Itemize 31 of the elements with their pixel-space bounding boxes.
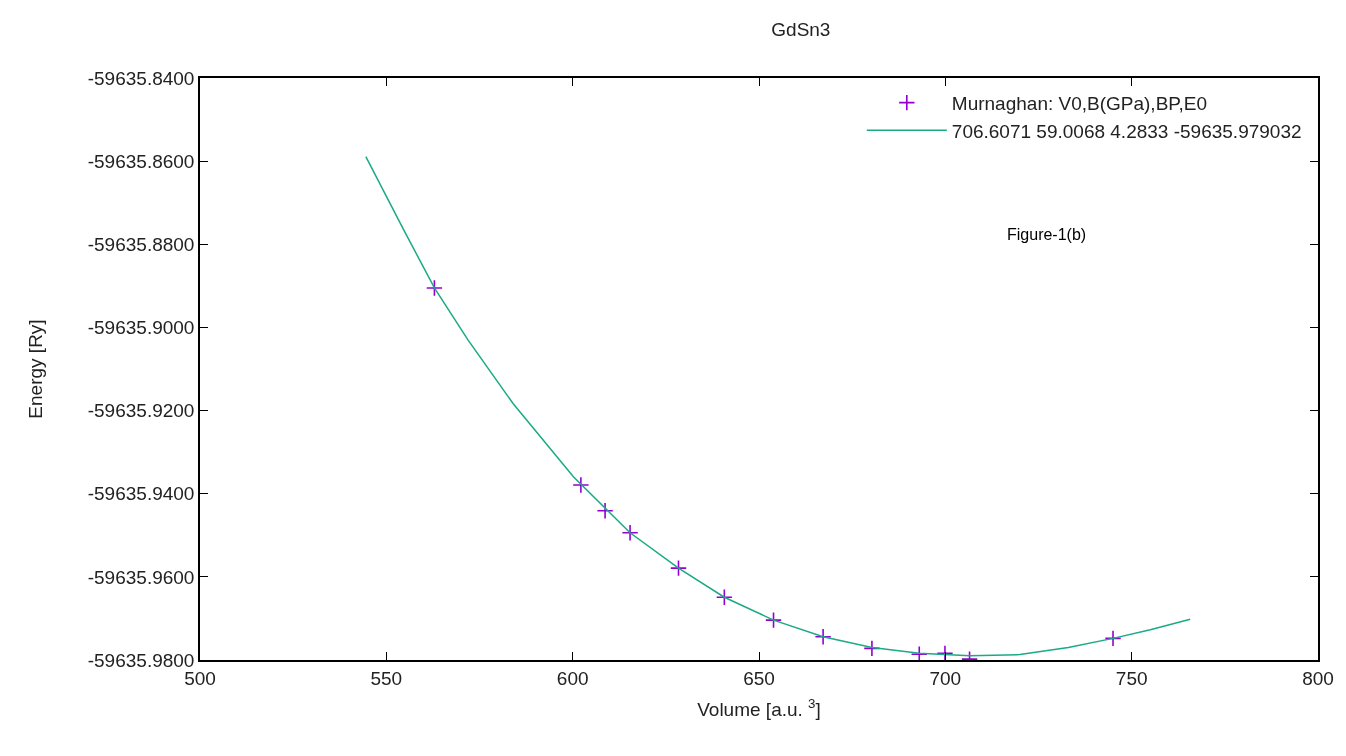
point (814, 628, 832, 646)
point (621, 524, 639, 542)
line-series (365, 155, 1191, 657)
x-axis-title: Volume [a.u. $^{3}$] (697, 695, 821, 720)
x-tick-label: 600 (556, 667, 589, 689)
point (765, 611, 783, 629)
point (425, 279, 443, 297)
x-tick-label: 550 (370, 667, 403, 689)
point (572, 476, 590, 494)
point (670, 559, 687, 577)
y-tick-label: -59635.9200 (87, 400, 195, 422)
legend-label: Murnaghan: V0,B(GPa),BP,E0 (951, 93, 1208, 115)
y-tick-label: -59635.9000 (87, 317, 195, 339)
point (715, 588, 733, 606)
x-tick-label: 800 (1302, 667, 1334, 689)
x-tick-label: 700 (929, 667, 962, 689)
point (936, 644, 954, 660)
point (596, 502, 614, 520)
y-axis-title: Energy [Ry] (25, 319, 47, 419)
point (1104, 629, 1122, 647)
point (910, 645, 928, 660)
y-tick-label: -59635.8800 (87, 233, 195, 255)
x-tick-label: 750 (1115, 667, 1148, 689)
legend-label: 706.6071 59.0068 4.2833 -59635.979032 (951, 120, 1302, 142)
y-tick-label: -59635.9400 (87, 483, 195, 505)
y-tick-label: -59635.8600 (87, 150, 195, 172)
y-tick-label: -59635.8400 (87, 67, 195, 89)
y-tick-label: -59635.9600 (87, 566, 195, 588)
x-tick-label: 650 (743, 667, 775, 689)
annotation: Figure-1(b) (1007, 226, 1087, 243)
chart-title: GdSn3 (771, 18, 831, 40)
